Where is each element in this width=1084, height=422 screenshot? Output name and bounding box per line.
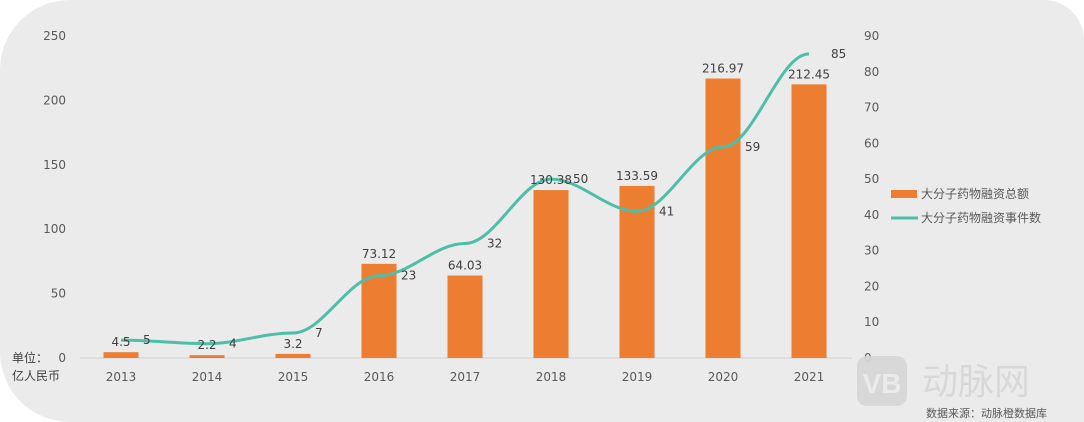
bar-data-label: 3.2 — [283, 337, 302, 351]
unit-label-line2: 亿人民币 — [12, 368, 60, 383]
right-axis-tick: 80 — [864, 65, 879, 79]
legend: 大分子药物融资总额 大分子药物融资事件数 — [891, 187, 1041, 225]
bar-data-label: 212.45 — [788, 67, 830, 81]
bar-data-label: 133.59 — [616, 169, 658, 183]
line-data-label: 50 — [573, 172, 588, 186]
legend-bar-swatch — [891, 190, 917, 198]
data-source: 数据来源：动脉橙数据库 — [926, 406, 1047, 420]
svg-text:VB: VB — [863, 368, 902, 399]
x-axis-tick: 2019 — [622, 370, 653, 384]
data-labels: 4.5 2.2 3.2 73.12 64.03 130.38 133.59 216.97 212… — [111, 47, 846, 352]
line-data-label: 4 — [229, 337, 237, 351]
bar-data-label: 64.03 — [448, 259, 482, 273]
x-axis-tick: 2013 — [106, 370, 137, 384]
line-data-label: 5 — [143, 333, 151, 347]
legend-line-label: 大分子药物融资事件数 — [921, 210, 1041, 225]
watermark-text: 动脉网 — [922, 362, 1030, 403]
bar — [103, 352, 139, 358]
unit-label-line1: 单位： — [12, 350, 48, 365]
line-data-label: 59 — [745, 140, 760, 154]
right-axis-tick: 50 — [864, 172, 879, 186]
bar — [791, 84, 827, 358]
x-axis-tick: 2018 — [536, 370, 567, 384]
right-axis-tick: 60 — [864, 136, 879, 150]
x-axis-ticks: 2013 2014 2015 2016 2017 2018 2019 2020 2021 — [106, 370, 825, 384]
bar-data-label: 216.97 — [702, 62, 744, 76]
line-data-label: 41 — [659, 204, 674, 218]
right-axis-tick: 10 — [864, 315, 879, 329]
right-axis-tick: 70 — [864, 101, 879, 115]
bar-data-label: 73.12 — [362, 247, 396, 261]
bar-data-label: 2.2 — [197, 338, 216, 352]
x-axis-tick: 2014 — [192, 370, 223, 384]
right-axis-tick: 90 — [864, 29, 879, 43]
left-axis-tick: 0 — [58, 351, 66, 365]
bar — [705, 78, 741, 359]
line-data-label: 23 — [401, 269, 416, 283]
bar — [275, 353, 311, 358]
bar — [447, 275, 483, 358]
right-axis-tick: 30 — [864, 244, 879, 258]
x-axis-tick: 2020 — [708, 370, 739, 384]
bar — [533, 190, 569, 358]
watermark-logo: VB 动脉网 — [857, 356, 1030, 406]
right-axis-tick: 20 — [864, 279, 879, 293]
line-series — [120, 52, 810, 346]
left-axis-tick: 200 — [43, 93, 66, 107]
x-axis-tick: 2017 — [450, 370, 481, 384]
x-axis-tick: 2016 — [364, 370, 395, 384]
left-axis-tick: 50 — [51, 287, 66, 301]
bar-data-label: 130.38 — [530, 173, 572, 187]
bar — [189, 355, 225, 358]
left-axis-tick: 250 — [43, 29, 66, 43]
legend-bar-label: 大分子药物融资总额 — [921, 187, 1029, 201]
left-axis-tick: 100 — [43, 222, 66, 236]
right-axis-tick: 40 — [864, 208, 879, 222]
bar-data-label: 4.5 — [111, 335, 130, 349]
line-data-label: 7 — [315, 326, 323, 340]
left-axis-tick: 150 — [43, 158, 66, 172]
bar — [619, 185, 655, 358]
line-data-label: 85 — [831, 47, 846, 61]
left-axis-ticks: 0 50 100 150 200 250 — [43, 29, 66, 365]
x-axis-tick: 2021 — [794, 370, 825, 384]
line-data-label: 32 — [487, 237, 502, 251]
line-path — [120, 52, 810, 346]
x-axis-tick: 2015 — [278, 370, 309, 384]
bars — [103, 78, 827, 359]
